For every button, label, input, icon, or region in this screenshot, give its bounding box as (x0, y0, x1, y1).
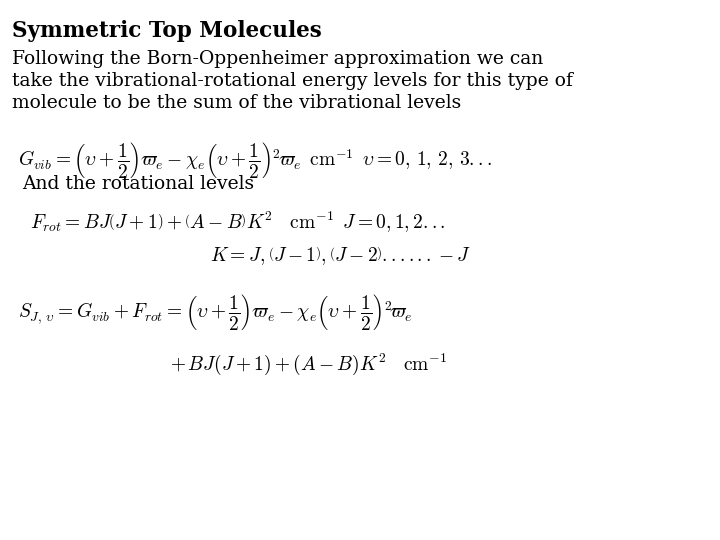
Text: $F_{rot} = BJ\left(J+1\right)+\left(A-B\right)K^{2} \quad \mathrm{cm}^{-1} \ensp: $F_{rot} = BJ\left(J+1\right)+\left(A-B\… (30, 210, 446, 235)
Text: And the rotational levels: And the rotational levels (22, 175, 254, 193)
Text: $K = J,\left(J-1\right),\left(J-2\right)......-J$: $K = J,\left(J-1\right),\left(J-2\right)… (210, 245, 471, 267)
Text: take the vibrational-rotational energy levels for this type of: take the vibrational-rotational energy l… (12, 72, 573, 90)
Text: $S_{J,\,\upsilon} = G_{vib} + F_{rot} = \left(\upsilon+\dfrac{1}{2}\right)\varpi: $S_{J,\,\upsilon} = G_{vib} + F_{rot} = … (18, 292, 413, 332)
Text: $+\, BJ(J+1)+(A-B)K^{2} \quad \mathrm{cm}^{-1}$: $+\, BJ(J+1)+(A-B)K^{2} \quad \mathrm{cm… (170, 352, 447, 377)
Text: molecule to be the sum of the vibrational levels: molecule to be the sum of the vibrationa… (12, 94, 462, 112)
Text: Symmetric Top Molecules: Symmetric Top Molecules (12, 20, 322, 42)
Text: Following the Born-Oppenheimer approximation we can: Following the Born-Oppenheimer approxima… (12, 50, 544, 68)
Text: $G_{vib} = \left(\upsilon+\dfrac{1}{2}\right)\varpi_{e} - \chi_{e}\left(\upsilon: $G_{vib} = \left(\upsilon+\dfrac{1}{2}\r… (18, 140, 492, 180)
